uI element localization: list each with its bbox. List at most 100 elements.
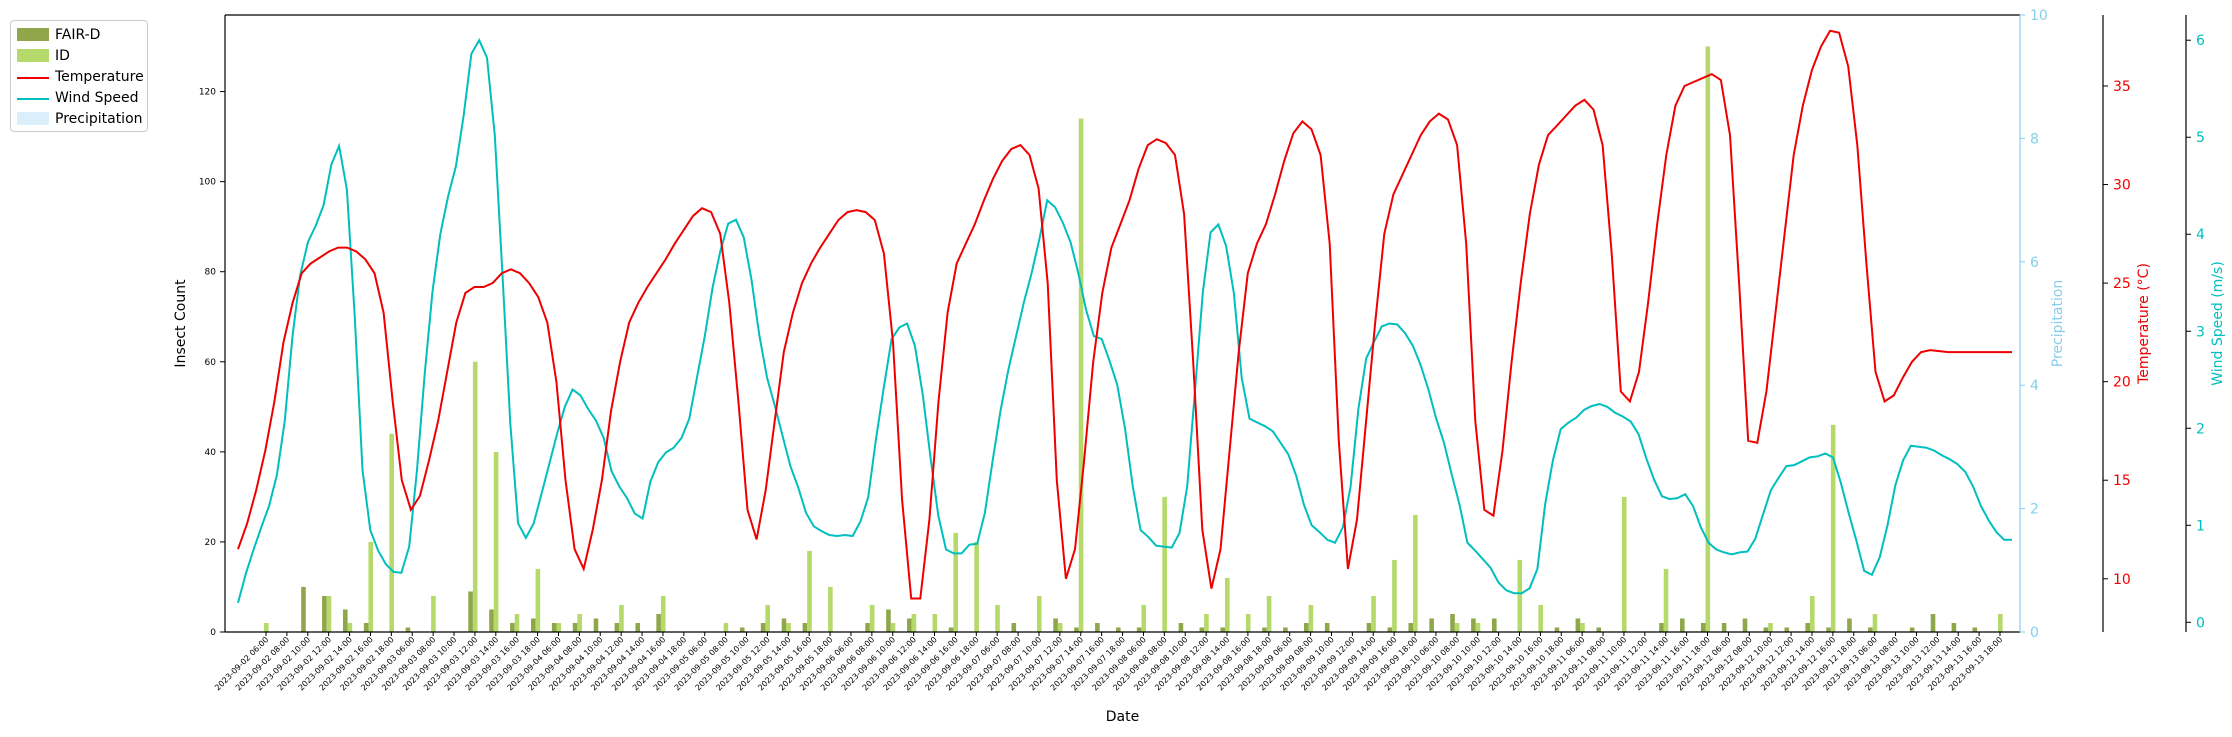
id-bar bbox=[911, 613, 917, 632]
id-bar bbox=[1141, 604, 1147, 632]
y-temp-tick-label: 35 bbox=[2113, 79, 2131, 95]
id-bar bbox=[1872, 613, 1878, 632]
fair-d-bar bbox=[1680, 618, 1685, 632]
id-bar bbox=[1162, 496, 1167, 632]
fair-d-bar bbox=[1742, 618, 1748, 632]
fair-d-bar bbox=[510, 622, 515, 632]
y-wind-tick-label: 3 bbox=[2196, 324, 2205, 340]
y-wind-tick-label: 4 bbox=[2196, 227, 2205, 243]
y-wind-tick-label: 0 bbox=[2196, 615, 2205, 631]
y-precip-tick-label: 0 bbox=[2030, 625, 2039, 641]
legend-label-faird: FAIR-D bbox=[55, 27, 101, 43]
fair-d-bar bbox=[1554, 627, 1560, 632]
y-temp-tick-label: 15 bbox=[2113, 473, 2131, 489]
id-bar bbox=[1475, 622, 1481, 632]
id-bar bbox=[1036, 595, 1042, 632]
wind-speed-line bbox=[237, 37, 2012, 604]
y-precip-tick-label: 8 bbox=[2030, 131, 2039, 147]
fair-d-bar bbox=[342, 609, 348, 632]
fair-d-bar bbox=[907, 618, 912, 632]
y-left-tick-label: 120 bbox=[199, 88, 216, 98]
id-bar bbox=[556, 622, 562, 632]
fair-d-bar bbox=[1053, 618, 1058, 632]
fair-d-bar bbox=[1387, 627, 1393, 632]
fair-d-bar bbox=[1826, 627, 1831, 632]
fair-d-bar bbox=[1784, 627, 1790, 632]
id-bar bbox=[1413, 514, 1418, 632]
fair-d-bar bbox=[1115, 627, 1121, 632]
fair-d-bar bbox=[1011, 622, 1017, 632]
fair-d-bar bbox=[1095, 622, 1100, 632]
temperature-line bbox=[237, 29, 2012, 600]
id-bar bbox=[368, 541, 374, 632]
id-bar bbox=[577, 613, 582, 632]
fair-d-bar bbox=[301, 586, 306, 632]
fair-d-bar bbox=[1136, 627, 1142, 632]
fair-d-bar bbox=[322, 595, 327, 632]
legend-item-wind: Wind Speed bbox=[11, 88, 147, 108]
fair-d-bar bbox=[1178, 622, 1184, 632]
id-bar bbox=[890, 622, 896, 632]
id-bar bbox=[1517, 559, 1523, 632]
fair-d-bar bbox=[1972, 627, 1978, 632]
fair-d-bar bbox=[1805, 622, 1810, 632]
bars-group bbox=[264, 46, 2003, 633]
fair-d-bar bbox=[1868, 627, 1873, 632]
id-bar bbox=[1809, 595, 1815, 632]
legend-item-faird: FAIR-D bbox=[11, 25, 147, 45]
id-bar bbox=[1998, 613, 2003, 632]
y-wind-tick-label: 1 bbox=[2196, 518, 2205, 534]
legend-swatch-precip bbox=[17, 112, 49, 125]
fair-d-bar bbox=[489, 609, 494, 632]
fair-d-bar bbox=[1930, 613, 1936, 632]
legend-swatch-temp bbox=[17, 77, 49, 79]
legend-label-wind: Wind Speed bbox=[55, 90, 139, 106]
id-bar bbox=[535, 568, 541, 632]
legend-swatch-faird bbox=[17, 28, 49, 41]
legend-item-temp: Temperature bbox=[11, 67, 147, 87]
id-bar bbox=[1204, 613, 1209, 632]
fair-d-bar bbox=[1220, 627, 1226, 632]
y-temp-tick-label: 25 bbox=[2113, 276, 2131, 292]
id-bar bbox=[431, 595, 436, 632]
fair-d-bar bbox=[760, 622, 766, 632]
fair-d-bar bbox=[1471, 618, 1476, 632]
id-bar bbox=[1538, 604, 1543, 632]
fair-d-bar bbox=[1429, 618, 1434, 632]
id-bar bbox=[1266, 595, 1272, 632]
y-wind-tick-label: 5 bbox=[2196, 130, 2205, 146]
id-bar bbox=[953, 532, 959, 632]
id-bar bbox=[1392, 559, 1397, 632]
y-temp-axis-label: Temperature (°C) bbox=[2136, 263, 2152, 385]
id-bar bbox=[514, 613, 520, 632]
id-bar bbox=[995, 604, 1000, 632]
id-bar bbox=[619, 604, 624, 632]
id-bar bbox=[1245, 613, 1251, 632]
fair-d-bar bbox=[468, 591, 473, 632]
x-axis-label: Date bbox=[1106, 709, 1139, 725]
fair-d-bar bbox=[1909, 627, 1915, 632]
legend-label-id: ID bbox=[55, 48, 70, 64]
id-bar bbox=[786, 622, 791, 632]
y-precip-tick-label: 2 bbox=[2030, 502, 2039, 518]
fair-d-bar bbox=[572, 622, 578, 632]
id-bar bbox=[1768, 622, 1773, 632]
fair-d-bar bbox=[1659, 622, 1664, 632]
id-bar bbox=[1057, 622, 1063, 632]
fair-d-bar bbox=[1596, 627, 1602, 632]
y-precip-tick-label: 6 bbox=[2030, 255, 2039, 271]
y-precip-axis-label: Precipitation bbox=[2050, 280, 2066, 368]
fair-d-bar bbox=[1303, 622, 1309, 632]
y-left-tick-label: 80 bbox=[205, 268, 217, 278]
id-bar bbox=[869, 604, 875, 632]
id-bar bbox=[828, 586, 833, 632]
fair-d-bar bbox=[635, 622, 641, 632]
y-left-axis-label: Insect Count bbox=[173, 279, 189, 368]
id-bar bbox=[1663, 568, 1669, 632]
legend-item-id: ID bbox=[11, 46, 147, 66]
fair-d-bar bbox=[405, 627, 411, 632]
id-bar bbox=[1371, 595, 1376, 632]
y-left-tick-label: 60 bbox=[205, 358, 217, 368]
